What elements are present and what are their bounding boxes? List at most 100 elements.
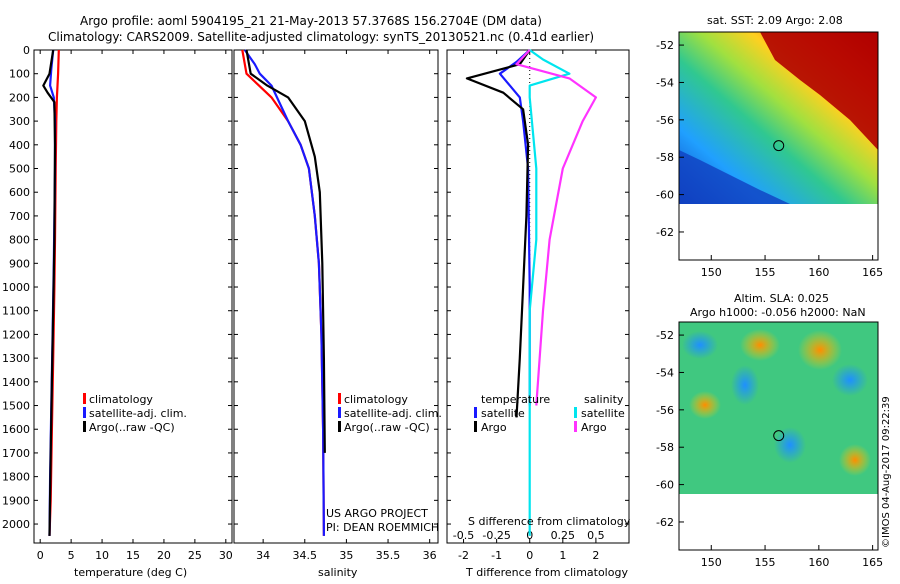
sla-map — [678, 321, 879, 551]
series-line-climatology — [241, 49, 325, 536]
x-tick-label: 0 — [526, 549, 533, 562]
sla-map-frame — [678, 321, 879, 551]
map-x-tick-label: 150 — [701, 556, 722, 569]
y-tick-label: 0 — [23, 44, 30, 57]
temperature-chart: 0100200300400500600700800900100011001200… — [2, 44, 233, 562]
temperature-legend: climatology satellite-adj. clim. Argo(..… — [83, 393, 187, 434]
x-tick-label: 36 — [423, 549, 437, 562]
map-y-tick-label: -62 — [656, 516, 674, 529]
t-difference-axis-label: T difference from climatology — [465, 566, 628, 579]
legend-label-t-satellite: satellite — [481, 407, 525, 420]
legend-temperature-heading: temperature — [481, 393, 550, 406]
series-line-argo — [465, 49, 531, 418]
sst-map — [678, 31, 879, 261]
legend-label-t-argo: Argo — [481, 421, 507, 434]
map-axes: -52 -54 -56 -58 -60 -62 150 155 160 165 -52 -54 -56 -… — [656, 39, 883, 569]
salinity-legend: climatology satellite-adj. clim. Argo(..… — [338, 393, 442, 434]
map-x-tick-label: 150 — [701, 266, 722, 279]
x-tick-label: 1 — [559, 549, 566, 562]
sla-high-anomaly — [798, 330, 842, 370]
y-tick-label: 1400 — [2, 376, 30, 389]
map-y-tick-label: -52 — [656, 39, 674, 52]
y-tick-label: 500 — [9, 163, 30, 176]
legend-swatch-argo — [83, 421, 86, 432]
map-x-tick-label: 155 — [755, 556, 776, 569]
legend-swatch-satellite — [338, 407, 341, 418]
y-tick-label: 1800 — [2, 471, 30, 484]
legend-swatch-s-satellite — [574, 407, 577, 418]
legend-label-s-argo: Argo — [581, 421, 607, 434]
map-x-tick-label: 160 — [808, 266, 829, 279]
sla-low-anomaly — [682, 331, 718, 359]
x-tick-label: -2 — [458, 549, 469, 562]
y-tick-label: 300 — [9, 115, 30, 128]
s-tick-label: 0.25 — [551, 529, 576, 542]
s-tick-label: -0.5 — [453, 529, 474, 542]
sla-high-anomaly — [839, 444, 871, 476]
legend-swatch-satellite — [83, 407, 86, 418]
map-y-tick-label: -54 — [656, 76, 674, 89]
sst-map-frame — [678, 31, 879, 261]
y-tick-label: 2000 — [2, 518, 30, 531]
project-name: US ARGO PROJECT — [326, 507, 428, 520]
series-line-argo — [515, 49, 598, 406]
x-tick-label: -1 — [491, 549, 502, 562]
header-line2: Climatology: CARS2009. Satellite-adjuste… — [48, 30, 594, 44]
header-line1: Argo profile: aoml 5904195_21 21-May-201… — [80, 14, 542, 28]
x-tick-label: 10 — [95, 549, 109, 562]
series-line-argo-raw-qc- — [245, 49, 326, 453]
sla-low-anomaly — [832, 364, 868, 396]
x-tick-label: 35.5 — [376, 549, 401, 562]
x-tick-label: 20 — [157, 549, 171, 562]
sst-map-title: sat. SST: 2.09 Argo: 2.08 — [707, 14, 843, 27]
y-tick-label: 900 — [9, 257, 30, 270]
salinity-panel-frame — [233, 49, 439, 544]
legend-swatch-climatology — [83, 393, 86, 404]
difference-panel-frame — [446, 49, 630, 544]
y-tick-label: 1000 — [2, 281, 30, 294]
x-tick-label: 5 — [68, 549, 75, 562]
sla-map-title-line1: Altim. SLA: 0.025 — [734, 292, 829, 305]
salinity-chart: 34 34.5 35 35.5 36 — [234, 49, 438, 562]
legend-label-climatology: climatology — [89, 393, 153, 406]
legend-swatch-t-argo — [474, 421, 477, 432]
legend-label-argo: Argo(..raw -QC) — [89, 421, 175, 434]
legend-label-argo: Argo(..raw -QC) — [344, 421, 430, 434]
x-tick-label: 30 — [219, 549, 233, 562]
project-pi: PI: DEAN ROEMMICH — [326, 521, 439, 534]
x-tick-label: 15 — [126, 549, 140, 562]
s-tick-label: -0.25 — [482, 529, 510, 542]
legend-salinity-heading: salinity — [584, 393, 624, 406]
x-tick-label: 2 — [592, 549, 599, 562]
map-x-tick-label: 155 — [755, 266, 776, 279]
map-y-tick-label: -58 — [656, 151, 674, 164]
y-tick-label: 1300 — [2, 352, 30, 365]
map-x-tick-label: 165 — [862, 266, 883, 279]
y-tick-label: 700 — [9, 210, 30, 223]
y-tick-label: 1700 — [2, 447, 30, 460]
s-difference-axis-label: S difference from climatology — [468, 515, 631, 528]
series-line-satellite-adj-clim- — [243, 49, 325, 536]
sst-cold-region — [679, 150, 790, 204]
legend-label-climatology: climatology — [344, 393, 408, 406]
sla-low-anomaly — [774, 427, 806, 463]
x-tick-label: 0 — [37, 549, 44, 562]
map-y-tick-label: -60 — [656, 189, 674, 202]
difference-legend: temperature salinity satellite Argo sate… — [474, 393, 625, 434]
y-tick-label: 600 — [9, 186, 30, 199]
temperature-axis-label: temperature (deg C) — [74, 566, 187, 579]
map-y-tick-label: -54 — [656, 366, 674, 379]
x-tick-label: 35 — [339, 549, 353, 562]
y-tick-label: 1100 — [2, 305, 30, 318]
legend-swatch-t-satellite — [474, 407, 477, 418]
map-y-tick-label: -62 — [656, 226, 674, 239]
y-tick-label: 1500 — [2, 400, 30, 413]
legend-swatch-s-argo — [574, 421, 577, 432]
map-y-tick-label: -60 — [656, 479, 674, 492]
legend-label-satellite: satellite-adj. clim. — [344, 407, 442, 420]
series-line-satellite — [528, 49, 571, 536]
float-position-marker — [773, 430, 785, 442]
difference-chart: -2 -1 0 1 2-0.5 -0.25 0 0.25 0.5 — [447, 49, 629, 562]
sla-low-anomaly — [731, 365, 759, 405]
y-tick-label: 1200 — [2, 328, 30, 341]
